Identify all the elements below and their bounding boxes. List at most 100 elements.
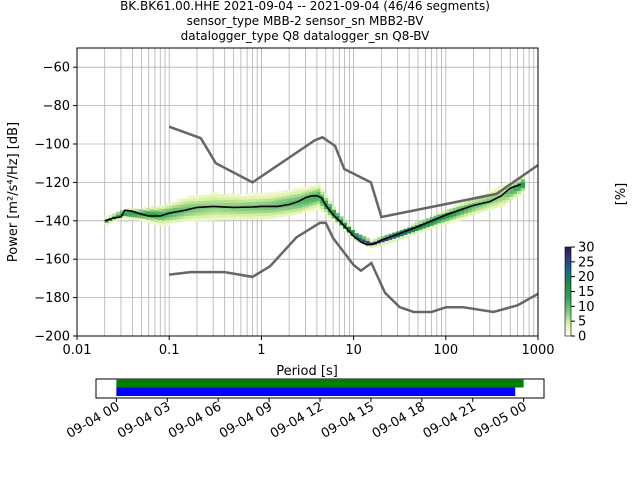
x-tick-label: 0.01 xyxy=(63,343,92,358)
density-cell xyxy=(316,188,321,192)
density-cell xyxy=(384,237,389,241)
density-cell xyxy=(380,236,386,240)
density-cell xyxy=(516,184,522,189)
density-cell xyxy=(320,194,325,198)
density-cell xyxy=(176,216,181,220)
density-cell xyxy=(199,206,204,210)
density-cell xyxy=(316,183,321,187)
density-cell xyxy=(142,218,147,222)
density-cell xyxy=(206,211,212,216)
density-cell xyxy=(240,196,246,200)
density-cell xyxy=(475,210,480,214)
density-cell xyxy=(240,202,246,206)
density-cell xyxy=(240,210,246,214)
density-cell xyxy=(267,212,272,216)
density-cell xyxy=(301,209,306,213)
density-cell xyxy=(142,210,147,214)
density-cell xyxy=(252,198,257,202)
density-cell xyxy=(399,235,405,240)
density-cell xyxy=(448,217,454,221)
density-cell xyxy=(172,202,178,206)
density-cell xyxy=(267,192,272,196)
density-cell xyxy=(153,210,159,214)
density-cell xyxy=(184,212,189,216)
density-cell xyxy=(282,213,287,217)
density-cell xyxy=(150,209,155,213)
density-cell xyxy=(418,220,423,224)
density-cell xyxy=(233,202,238,206)
density-cell xyxy=(350,235,355,239)
density-cell xyxy=(274,211,280,215)
density-cell xyxy=(214,214,219,218)
density-cell xyxy=(486,201,491,205)
density-cell xyxy=(433,224,439,228)
y-tick-label: −140 xyxy=(34,214,70,229)
density-cell xyxy=(199,197,204,201)
density-cell xyxy=(218,217,223,221)
density-cell xyxy=(475,207,480,211)
density-cell xyxy=(324,200,329,204)
density-cell xyxy=(513,182,518,186)
y-tick-label: −60 xyxy=(43,61,70,76)
density-cell xyxy=(210,217,215,221)
density-cell xyxy=(486,204,491,208)
density-cell xyxy=(150,217,155,221)
density-cell xyxy=(267,195,272,199)
density-cell xyxy=(169,205,174,209)
density-cell xyxy=(131,216,136,221)
density-cell xyxy=(498,203,503,208)
density-cell xyxy=(203,206,208,210)
density-cell xyxy=(297,193,302,197)
density-cell xyxy=(312,198,318,203)
density-cell xyxy=(494,199,499,203)
density-cell xyxy=(494,187,499,191)
density-cell xyxy=(312,196,318,200)
density-cell xyxy=(244,216,249,220)
density-cell xyxy=(199,203,204,207)
density-cell xyxy=(199,215,204,219)
density-cell xyxy=(240,207,246,212)
timeline-tick-label: 09-04 09 xyxy=(217,399,275,441)
density-cell xyxy=(274,191,280,195)
density-cell xyxy=(346,223,352,227)
density-cell xyxy=(305,202,310,206)
density-cell xyxy=(233,193,238,197)
density-cell xyxy=(214,217,219,221)
density-cell xyxy=(248,210,253,214)
density-cell xyxy=(467,209,473,213)
density-cell xyxy=(460,208,465,212)
density-cell xyxy=(184,198,189,202)
density-cell xyxy=(116,217,121,221)
density-cell xyxy=(308,186,314,190)
density-cell xyxy=(278,196,283,200)
density-cell xyxy=(127,213,132,217)
density-cell xyxy=(460,211,465,215)
x-tick-label: 1 xyxy=(257,343,265,358)
density-cell xyxy=(437,214,442,218)
density-cell xyxy=(509,196,514,200)
density-cell xyxy=(520,184,526,188)
density-cell xyxy=(293,191,299,195)
density-cell xyxy=(479,197,484,201)
timeline-tick-label: 09-04 03 xyxy=(115,399,173,441)
density-cell xyxy=(316,191,321,195)
density-cell xyxy=(331,212,336,216)
density-cell xyxy=(501,193,507,198)
density-cell xyxy=(426,226,431,231)
density-cell xyxy=(229,196,234,200)
density-cell xyxy=(422,228,427,232)
density-cell xyxy=(131,208,136,212)
density-cell xyxy=(324,206,329,210)
density-cell xyxy=(305,204,310,209)
density-cell xyxy=(146,216,151,220)
density-cell xyxy=(150,220,155,224)
density-cell xyxy=(240,213,246,217)
density-cell xyxy=(237,199,242,203)
density-cell xyxy=(278,208,283,212)
density-cell xyxy=(354,233,359,237)
density-cell xyxy=(475,198,480,202)
density-cell xyxy=(191,195,197,199)
density-cell xyxy=(135,214,140,218)
density-cell xyxy=(123,210,128,214)
density-cell xyxy=(256,213,261,217)
